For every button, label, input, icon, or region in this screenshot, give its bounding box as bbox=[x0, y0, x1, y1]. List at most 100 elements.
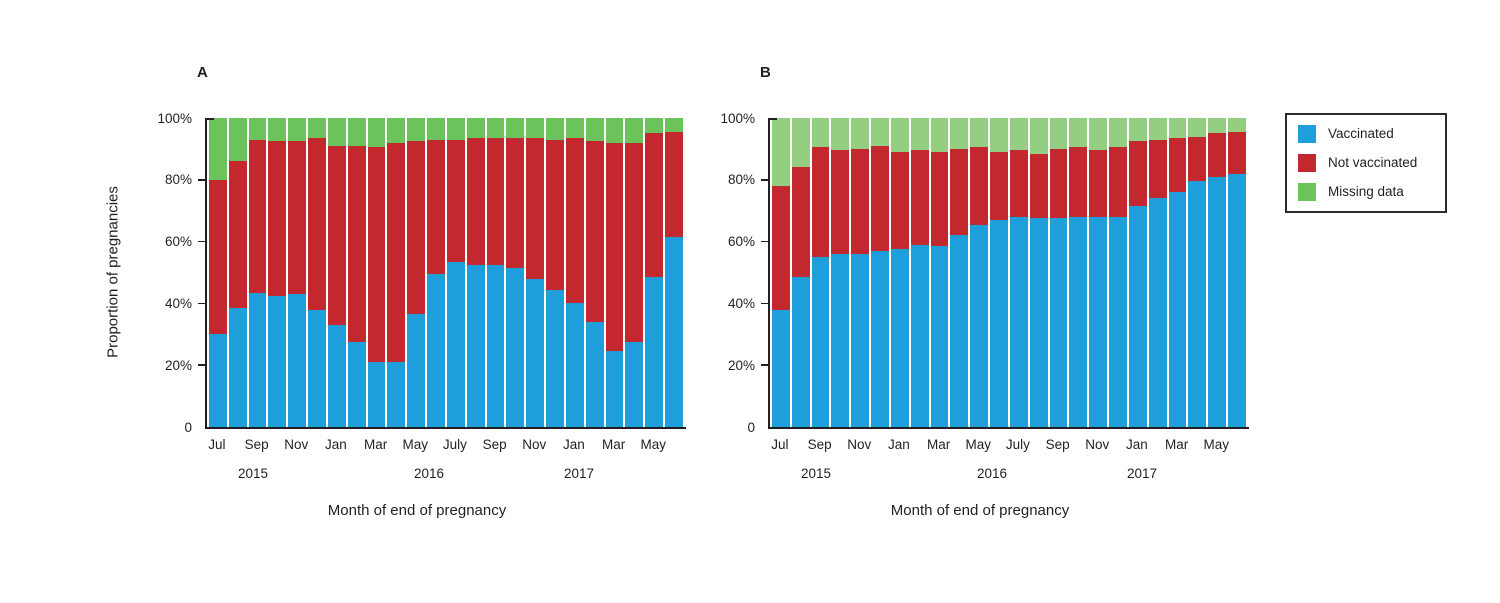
x-tick-label-22: May bbox=[1203, 437, 1229, 452]
segment-missing-data bbox=[625, 118, 644, 143]
segment-vaccinated bbox=[585, 321, 604, 427]
x-tick-label-20: Mar bbox=[1164, 437, 1189, 452]
panel-label-b: B bbox=[760, 64, 771, 81]
segment-not-vaccinated bbox=[990, 152, 1008, 220]
segment-vaccinated bbox=[831, 253, 850, 427]
bar-oct-2016 bbox=[1069, 118, 1088, 427]
x-tick-label-6: Jan bbox=[888, 437, 910, 452]
bar-may-2017 bbox=[645, 118, 664, 427]
segment-missing-data bbox=[1128, 118, 1147, 142]
bar-jun-2017 bbox=[1228, 118, 1246, 427]
segment-missing-data bbox=[446, 118, 465, 140]
bar-apr-2016 bbox=[387, 118, 406, 427]
year-label-2016: 2016 bbox=[413, 466, 445, 481]
segment-vaccinated bbox=[486, 264, 505, 427]
segment-vaccinated bbox=[645, 277, 664, 427]
panel-label-a: A bbox=[197, 64, 208, 81]
segment-vaccinated bbox=[791, 277, 810, 427]
segment-not-vaccinated bbox=[831, 150, 850, 254]
segment-not-vaccinated bbox=[347, 145, 366, 343]
not-vaccinated-color-swatch bbox=[1298, 154, 1316, 172]
segment-missing-data bbox=[248, 118, 267, 140]
segment-not-vaccinated bbox=[446, 139, 465, 262]
segment-missing-data bbox=[990, 118, 1008, 153]
segment-missing-data bbox=[506, 118, 525, 139]
bar-sep-2015 bbox=[811, 118, 830, 427]
bar-feb-2017 bbox=[1148, 118, 1167, 427]
segment-vaccinated bbox=[1148, 198, 1167, 427]
segment-missing-data bbox=[950, 118, 969, 149]
segment-vaccinated bbox=[565, 303, 584, 427]
bar-oct-2015 bbox=[831, 118, 850, 427]
bar-dec-2016 bbox=[546, 118, 564, 427]
segment-not-vaccinated bbox=[1148, 139, 1167, 199]
x-tick-label-16: Nov bbox=[1085, 437, 1110, 452]
segment-not-vaccinated bbox=[228, 161, 247, 309]
segment-vaccinated bbox=[811, 257, 830, 427]
bar-aug-2015 bbox=[228, 118, 247, 427]
y-tick-mark-20 bbox=[760, 364, 768, 366]
y-tick-label-80: 80% bbox=[164, 172, 192, 188]
y-tick-label-20: 20% bbox=[164, 357, 192, 373]
bar-jul-2016 bbox=[446, 118, 465, 427]
segment-missing-data bbox=[831, 118, 850, 151]
segment-missing-data bbox=[486, 118, 505, 139]
segment-missing-data bbox=[288, 118, 307, 142]
legend-item-vaccinated: Vaccinated bbox=[1298, 125, 1445, 143]
segment-not-vaccinated bbox=[1049, 148, 1068, 219]
segment-vaccinated bbox=[526, 278, 545, 427]
x-tick-label-18: Jan bbox=[1126, 437, 1148, 452]
segment-not-vaccinated bbox=[1128, 141, 1147, 207]
vaccinated-color-swatch bbox=[1298, 125, 1316, 143]
segment-not-vaccinated bbox=[466, 138, 485, 265]
segment-missing-data bbox=[811, 118, 830, 148]
segment-missing-data bbox=[209, 118, 227, 180]
segment-vaccinated bbox=[466, 264, 485, 427]
segment-vaccinated bbox=[387, 362, 406, 427]
bar-jun-2017 bbox=[665, 118, 683, 427]
segment-vaccinated bbox=[347, 342, 366, 427]
segment-vaccinated bbox=[890, 249, 909, 427]
segment-vaccinated bbox=[268, 295, 287, 427]
segment-missing-data bbox=[327, 118, 346, 146]
bar-nov-2015 bbox=[851, 118, 870, 427]
bar-jan-2017 bbox=[1128, 118, 1147, 427]
segment-missing-data bbox=[772, 118, 790, 186]
segment-missing-data bbox=[1208, 118, 1227, 134]
segment-not-vaccinated bbox=[1109, 147, 1127, 217]
bar-aug-2016 bbox=[1029, 118, 1048, 427]
segment-missing-data bbox=[387, 118, 406, 143]
segment-not-vaccinated bbox=[1188, 136, 1207, 182]
segment-vaccinated bbox=[407, 314, 426, 427]
segment-vaccinated bbox=[990, 219, 1008, 427]
segment-missing-data bbox=[308, 118, 326, 139]
y-tick-label-20: 20% bbox=[727, 357, 755, 373]
bar-jun-2016 bbox=[990, 118, 1008, 427]
bar-aug-2015 bbox=[791, 118, 810, 427]
segment-not-vaccinated bbox=[605, 142, 624, 352]
bar-mar-2016 bbox=[930, 118, 949, 427]
segment-not-vaccinated bbox=[1009, 150, 1028, 217]
x-tick-label-12: July bbox=[442, 437, 467, 452]
segment-not-vaccinated bbox=[1069, 147, 1088, 217]
bar-dec-2016 bbox=[1109, 118, 1127, 427]
y-tick-label-80: 80% bbox=[727, 172, 755, 188]
segment-vaccinated bbox=[1089, 216, 1108, 427]
bar-sep-2016 bbox=[1049, 118, 1068, 427]
segment-not-vaccinated bbox=[665, 131, 683, 237]
year-label-2017: 2017 bbox=[563, 466, 595, 481]
bar-jan-2016 bbox=[890, 118, 909, 427]
segment-not-vaccinated bbox=[506, 138, 525, 268]
x-tick-label-12: July bbox=[1005, 437, 1030, 452]
segment-vaccinated bbox=[327, 325, 346, 427]
segment-vaccinated bbox=[367, 362, 386, 427]
segment-not-vaccinated bbox=[546, 139, 564, 290]
segment-missing-data bbox=[427, 118, 445, 140]
segment-not-vaccinated bbox=[1168, 138, 1187, 193]
segment-vaccinated bbox=[625, 342, 644, 427]
x-tick-label-0: Jul bbox=[771, 437, 789, 452]
segment-not-vaccinated bbox=[387, 142, 406, 363]
bar-feb-2016 bbox=[347, 118, 366, 427]
y-tick-mark-60 bbox=[197, 240, 205, 243]
segment-missing-data bbox=[871, 118, 889, 146]
